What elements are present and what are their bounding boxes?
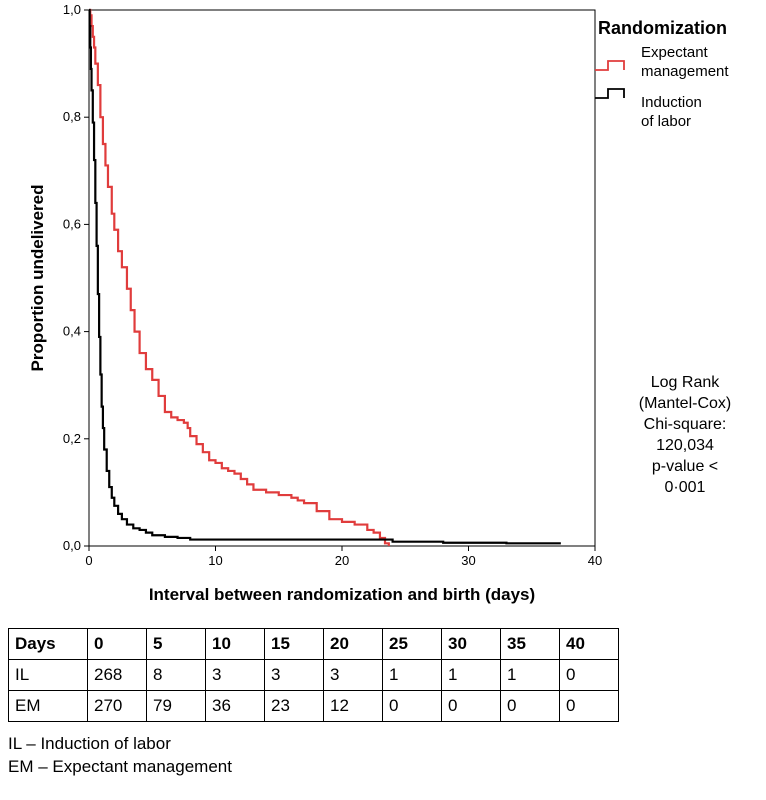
table-header-cell: 0 xyxy=(87,628,147,660)
x-tick-label: 30 xyxy=(461,553,475,568)
table-row: IL 268 8 3 3 3 1 1 1 0 xyxy=(8,659,619,691)
table-cell: 12 xyxy=(323,690,383,722)
footnote-il: IL – Induction of labor xyxy=(8,734,171,753)
x-tick-label: 20 xyxy=(335,553,349,568)
table-header-cell: 25 xyxy=(382,628,442,660)
legend-label-induction-of-labor-line1: Induction xyxy=(641,94,702,111)
table-cell: 270 xyxy=(87,690,147,722)
legend-label-expectant-management-line1: Expectant xyxy=(641,44,709,61)
annotation-line-6: 0·001 xyxy=(665,479,706,496)
x-axis-title: Interval between randomization and birth… xyxy=(149,585,535,604)
annotation-line-3: Chi-square: xyxy=(644,416,727,433)
table-header-cell: Days xyxy=(8,628,88,660)
table-cell: 3 xyxy=(264,659,324,691)
y-tick-label: 0,4 xyxy=(63,324,81,339)
x-tick-label: 10 xyxy=(208,553,222,568)
annotation-line-5: p-value < xyxy=(652,458,718,475)
legend-swatch-induction-of-labor xyxy=(595,88,625,99)
log-rank-annotation: Log Rank (Mantel-Cox) Chi-square: 120,03… xyxy=(639,374,731,496)
table-cell: 0 xyxy=(382,690,442,722)
table-header-cell: 35 xyxy=(500,628,560,660)
x-tick-label: 0 xyxy=(85,553,92,568)
x-axis: 0 10 20 30 40 xyxy=(85,546,602,568)
table-header-cell: 30 xyxy=(441,628,501,660)
legend: Randomization Expectant management Induc… xyxy=(595,18,729,130)
table-cell: 3 xyxy=(323,659,383,691)
table-cell: EM xyxy=(8,690,88,722)
series-line-induction-of-labor xyxy=(88,8,561,545)
legend-swatch-expectant-management xyxy=(595,60,625,71)
table-header-row: Days 0 5 10 15 20 25 30 35 40 xyxy=(8,628,619,660)
table-cell: 0 xyxy=(441,690,501,722)
x-tick-label: 40 xyxy=(588,553,602,568)
y-tick-label: 1,0 xyxy=(63,2,81,17)
table-cell: 8 xyxy=(146,659,206,691)
table-header-cell: 10 xyxy=(205,628,265,660)
table-cell: 79 xyxy=(146,690,206,722)
table-cell: IL xyxy=(8,659,88,691)
y-axis: 0,0 0,2 0,4 0,6 0,8 1,0 xyxy=(63,2,89,553)
table-cell: 3 xyxy=(205,659,265,691)
annotation-line-4: 120,034 xyxy=(656,437,714,454)
y-tick-label: 0,0 xyxy=(63,538,81,553)
table-cell: 0 xyxy=(500,690,560,722)
survival-chart: 0,0 0,2 0,4 0,6 0,8 1,0 0 10 20 30 40 Interval be… xyxy=(28,2,731,604)
table-cell: 1 xyxy=(441,659,501,691)
y-axis-title: Proportion undelivered xyxy=(28,184,47,371)
number-at-risk-table: Days 0 5 10 15 20 25 30 35 40 IL 268 8 3… xyxy=(8,628,619,722)
table-cell: 0 xyxy=(559,659,619,691)
footnote-em: EM – Expectant management xyxy=(8,757,232,776)
series-line-expectant-management xyxy=(89,8,390,546)
table-cell: 36 xyxy=(205,690,265,722)
table-cell: 23 xyxy=(264,690,324,722)
table-cell: 1 xyxy=(500,659,560,691)
table-header-cell: 15 xyxy=(264,628,324,660)
series-layer xyxy=(88,8,561,546)
y-tick-label: 0,6 xyxy=(63,216,81,231)
plot-frame xyxy=(88,9,596,547)
table-header-cell: 5 xyxy=(146,628,206,660)
table-header-cell: 40 xyxy=(559,628,619,660)
table-cell: 268 xyxy=(87,659,147,691)
table-cell: 1 xyxy=(382,659,442,691)
legend-label-induction-of-labor-line2: of labor xyxy=(641,113,691,130)
table-cell: 0 xyxy=(559,690,619,722)
legend-title: Randomization xyxy=(598,18,727,38)
y-tick-label: 0,2 xyxy=(63,431,81,446)
annotation-line-1: Log Rank xyxy=(651,374,720,391)
y-tick-label: 0,8 xyxy=(63,109,81,124)
table-header-cell: 20 xyxy=(323,628,383,660)
table-row: EM 270 79 36 23 12 0 0 0 0 xyxy=(8,690,619,722)
legend-label-expectant-management-line2: management xyxy=(641,63,729,80)
annotation-line-2: (Mantel-Cox) xyxy=(639,395,731,412)
